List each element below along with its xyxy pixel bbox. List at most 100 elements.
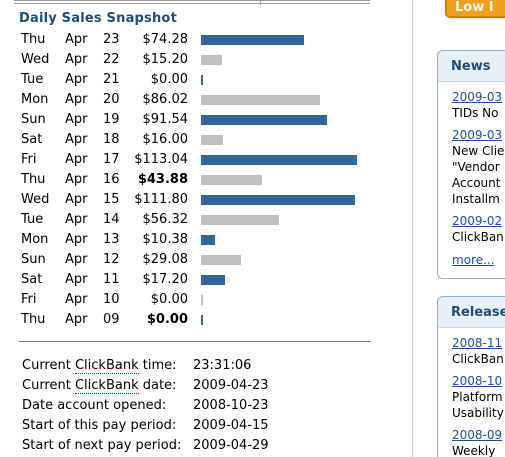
- month-label: Apr: [65, 132, 88, 147]
- sales-row: Tue Apr 21 $0.00: [21, 70, 371, 90]
- month-label: Apr: [65, 232, 88, 247]
- item-date-link[interactable]: 2008-10: [452, 374, 503, 388]
- item-text: New Clie: [452, 144, 505, 158]
- clickbank-term: ClickBank: [74, 358, 139, 374]
- amount-label: $43.88: [137, 172, 188, 187]
- date-label: 09: [103, 312, 120, 327]
- date-label: 16: [103, 172, 120, 187]
- sales-bar: [201, 295, 203, 305]
- date-label: 11: [103, 272, 120, 287]
- sales-row: Sat Apr 18 $16.00: [21, 130, 371, 150]
- month-label: Apr: [65, 312, 88, 327]
- amount-label: $111.80: [134, 192, 188, 207]
- item-text: ClickBan: [452, 352, 504, 366]
- day-label: Thu: [21, 172, 46, 187]
- date-label: 19: [103, 112, 120, 127]
- item-date-link[interactable]: 2008-09: [452, 428, 503, 442]
- month-label: Apr: [65, 72, 88, 87]
- date-label: 21: [103, 72, 120, 87]
- info-label: Current ClickBank date:: [22, 378, 177, 394]
- divider: [19, 341, 371, 342]
- sales-bar: [201, 55, 222, 65]
- month-label: Apr: [65, 52, 88, 67]
- day-label: Sun: [21, 252, 46, 267]
- info-value: 2008-10-23: [193, 398, 269, 413]
- top-border: [14, 0, 370, 5]
- info-value: 2009-04-23: [193, 378, 269, 393]
- releases-title: Release: [438, 297, 505, 328]
- sales-row: Thu Apr 23 $74.28: [21, 30, 371, 50]
- month-label: Apr: [65, 172, 88, 187]
- amount-label: $0.00: [150, 72, 188, 87]
- sales-table: Thu Apr 23 $74.28 Wed Apr 22 $15.20 Tue Apr 21 $0.0…: [21, 30, 371, 330]
- item-text: "Vendor: [452, 160, 500, 174]
- item-text: Platform: [452, 390, 503, 404]
- month-label: Apr: [65, 32, 88, 47]
- sales-row: Sun Apr 19 $91.54: [21, 110, 371, 130]
- sales-bar: [201, 155, 357, 165]
- day-label: Wed: [21, 192, 50, 207]
- item-date-link[interactable]: 2009-03: [452, 90, 503, 104]
- item-date-link[interactable]: 2009-02: [452, 214, 503, 228]
- info-label: Start of this pay period:: [22, 418, 177, 433]
- day-label: Wed: [21, 52, 50, 67]
- amount-label: $15.20: [142, 52, 189, 67]
- date-label: 18: [103, 132, 120, 147]
- info-label: Start of next pay period:: [22, 438, 182, 453]
- sales-bar: [201, 255, 241, 265]
- amount-label: $56.32: [142, 212, 189, 227]
- sales-bar: [201, 35, 304, 45]
- day-label: Fri: [21, 152, 37, 167]
- sales-bar: [201, 115, 327, 125]
- promo-button[interactable]: Low I: [445, 0, 505, 18]
- day-label: Sat: [21, 272, 43, 287]
- amount-label: $0.00: [146, 312, 188, 327]
- info-value: 23:31:06: [193, 358, 252, 373]
- sales-row: Fri Apr 17 $113.04: [21, 150, 371, 170]
- date-label: 10: [103, 292, 120, 307]
- sales-row: Thu Apr 09 $0.00: [21, 310, 371, 330]
- sales-bar: [201, 215, 279, 225]
- sales-bar: [201, 275, 225, 285]
- month-label: Apr: [65, 272, 88, 287]
- sales-row: Wed Apr 22 $15.20: [21, 50, 371, 70]
- news-title: News: [438, 51, 505, 82]
- info-label: Current ClickBank time:: [22, 358, 177, 374]
- month-label: Apr: [65, 92, 88, 107]
- item-date-link[interactable]: 2008-11: [452, 336, 503, 350]
- sales-row: Thu Apr 16 $43.88: [21, 170, 371, 190]
- news-list: 2009-03 TIDs No 2009-03 New Clie "Vendor Acco…: [438, 82, 505, 245]
- amount-label: $16.00: [142, 132, 189, 147]
- month-label: Apr: [65, 252, 88, 267]
- releases-panel: Release 2008-11 ClickBan 2008-10 Platform Us…: [437, 296, 505, 457]
- sales-row: Fri Apr 10 $0.00: [21, 290, 371, 310]
- day-label: Mon: [21, 232, 49, 247]
- month-label: Apr: [65, 112, 88, 127]
- item-text: Usability: [452, 406, 504, 420]
- sales-row: Mon Apr 13 $10.38: [21, 230, 371, 250]
- amount-label: $0.00: [150, 292, 188, 307]
- day-label: Mon: [21, 92, 49, 107]
- date-label: 22: [103, 52, 120, 67]
- sales-bar: [201, 175, 262, 185]
- item-text: ClickBan: [452, 230, 504, 244]
- day-label: Fri: [21, 292, 37, 307]
- date-label: 17: [103, 152, 120, 167]
- item-date-link[interactable]: 2009-03: [452, 128, 503, 142]
- snapshot-title: Daily Sales Snapshot: [19, 11, 177, 26]
- date-label: 12: [103, 252, 120, 267]
- sales-bar: [201, 235, 215, 245]
- sales-row: Sun Apr 12 $29.08: [21, 250, 371, 270]
- day-label: Tue: [21, 212, 44, 227]
- date-label: 20: [103, 92, 120, 107]
- sales-row: Tue Apr 14 $56.32: [21, 210, 371, 230]
- amount-label: $10.38: [142, 232, 189, 247]
- news-more-link[interactable]: more...: [452, 253, 495, 267]
- sales-row: Wed Apr 15 $111.80: [21, 190, 371, 210]
- amount-label: $91.54: [142, 112, 189, 127]
- sales-bar: [201, 315, 203, 325]
- date-label: 23: [103, 32, 120, 47]
- amount-label: $86.02: [142, 92, 189, 107]
- info-value: 2009-04-15: [193, 418, 269, 433]
